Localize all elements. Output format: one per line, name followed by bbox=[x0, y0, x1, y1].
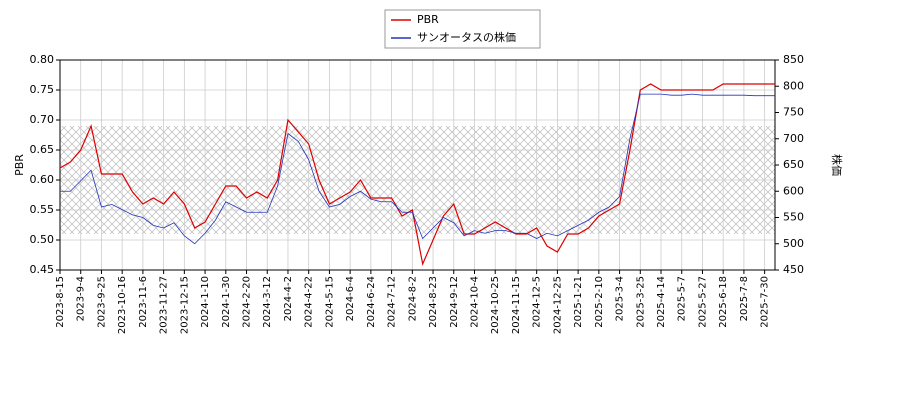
y-tick-label: 0.75 bbox=[30, 83, 55, 96]
x-tick-label: 2024-3-12 bbox=[262, 276, 273, 328]
x-tick-label: 2025-2-10 bbox=[594, 276, 605, 328]
y2-axis-label: 株価 bbox=[830, 154, 844, 176]
x-tick-label: 2024-12-5 bbox=[532, 276, 543, 328]
y-tick-label: 0.65 bbox=[30, 143, 55, 156]
y2-tick-label: 750 bbox=[783, 106, 804, 119]
legend-label: PBR bbox=[417, 13, 439, 26]
x-tick-label: 2024-1-10 bbox=[200, 276, 211, 328]
x-tick-label: 2024-5-15 bbox=[324, 276, 335, 328]
y-tick-label: 0.55 bbox=[30, 203, 55, 216]
y-axis-label: PBR bbox=[13, 154, 26, 176]
y-tick-label: 0.50 bbox=[30, 233, 55, 246]
x-tick-label: 2024-1-30 bbox=[221, 276, 232, 328]
y2-tick-label: 850 bbox=[783, 53, 804, 66]
series-line bbox=[59, 83, 775, 267]
y2-tick-label: 800 bbox=[783, 79, 804, 92]
x-tick-label: 2023-11-27 bbox=[159, 276, 170, 334]
x-tick-label: 2025-7-30 bbox=[760, 276, 771, 328]
y2-tick-label: 700 bbox=[783, 132, 804, 145]
x-tick-label: 2024-8-23 bbox=[428, 276, 439, 328]
x-tick-label: 2024-8-2 bbox=[407, 276, 418, 321]
y-tick-label: 0.80 bbox=[30, 53, 55, 66]
x-tick-label: 2025-6-18 bbox=[718, 276, 729, 328]
y-tick-label: 0.70 bbox=[30, 113, 55, 126]
x-tick-label: 2024-10-4 bbox=[469, 276, 480, 328]
x-tick-label: 2024-4-2 bbox=[283, 276, 294, 321]
x-tick-label: 2024-7-12 bbox=[387, 276, 398, 328]
x-tick-label: 2025-1-21 bbox=[573, 276, 584, 328]
x-tick-label: 2023-10-16 bbox=[117, 276, 128, 334]
x-tick-label: 2025-3-25 bbox=[635, 276, 646, 328]
x-tick-label: 2024-4-22 bbox=[304, 276, 315, 328]
plot-frame bbox=[59, 59, 776, 271]
x-tick-label: 2024-6-24 bbox=[366, 276, 377, 328]
y2-tick-label: 600 bbox=[783, 184, 804, 197]
x-tick-label: 2023-11-6 bbox=[138, 276, 149, 328]
y2-tick-label: 550 bbox=[783, 211, 804, 224]
y2-tick-label: 500 bbox=[783, 237, 804, 250]
x-tick-label: 2023-9-25 bbox=[96, 276, 107, 328]
legend-box bbox=[384, 9, 541, 49]
x-tick-label: 2025-5-7 bbox=[677, 276, 688, 321]
x-tick-label: 2024-11-15 bbox=[511, 276, 522, 334]
x-tick-label: 2024-9-12 bbox=[449, 276, 460, 328]
x-tick-label: 2024-10-25 bbox=[490, 276, 501, 334]
x-tick-label: 2025-7-8 bbox=[739, 276, 750, 321]
x-tick-label: 2024-6-4 bbox=[345, 276, 356, 321]
y2-tick-label: 450 bbox=[783, 263, 804, 276]
series-line bbox=[60, 93, 775, 245]
x-tick-label: 2024-12-25 bbox=[552, 276, 563, 334]
x-tick-label: 2024-2-20 bbox=[242, 276, 253, 328]
y2-tick-label: 650 bbox=[783, 158, 804, 171]
legend-label: サンオータスの株価 bbox=[417, 30, 516, 44]
x-tick-label: 2023-12-15 bbox=[179, 276, 190, 334]
x-tick-label: 2025-4-14 bbox=[656, 276, 667, 328]
x-tick-label: 2023-8-15 bbox=[55, 276, 66, 328]
y-tick-label: 0.45 bbox=[30, 263, 55, 276]
x-tick-label: 2023-9-4 bbox=[76, 276, 87, 321]
x-tick-label: 2025-3-4 bbox=[615, 276, 626, 321]
y-tick-label: 0.60 bbox=[30, 173, 55, 186]
x-tick-label: 2025-5-27 bbox=[697, 276, 708, 328]
